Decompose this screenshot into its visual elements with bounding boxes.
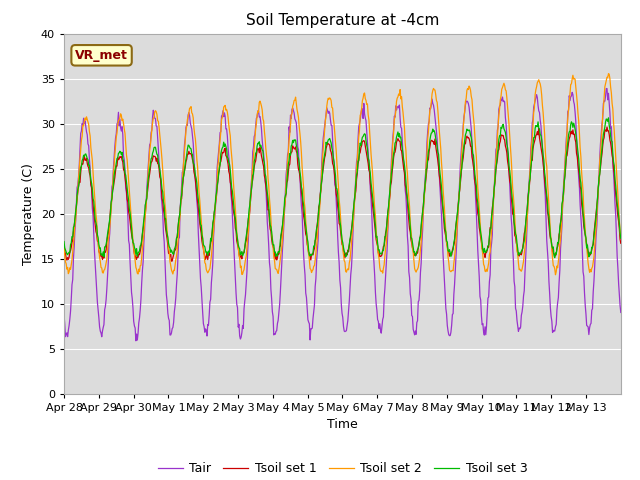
Line: Tsoil set 3: Tsoil set 3 (64, 118, 621, 258)
Tsoil set 1 (617, 240, 625, 246)
Tsoil set 2 (400, 117, 408, 123)
Tair (277, 275, 285, 280)
Tsoil set 2 (255, 99, 263, 105)
X-axis label: Time: Time (327, 418, 358, 431)
Tsoil set 1 (277, 233, 285, 239)
Tsoil set 1 (125, 212, 133, 218)
Line: Tair: Tair (64, 88, 621, 341)
Legend: Tair, Tsoil set 1, Tsoil set 2, Tsoil set 3: Tair, Tsoil set 1, Tsoil set 2, Tsoil se… (152, 457, 532, 480)
Tsoil set 1 (401, 170, 408, 176)
Line: Tsoil set 1: Tsoil set 1 (64, 127, 621, 261)
Text: VR_met: VR_met (75, 49, 128, 62)
Tsoil set 3 (551, 255, 559, 261)
Tsoil set 3 (125, 206, 133, 212)
Tsoil set 1 (603, 124, 611, 130)
Tair (602, 85, 610, 91)
Tair (256, 114, 264, 120)
Tsoil set 1 (256, 144, 264, 150)
Tsoil set 2 (617, 235, 625, 240)
Tsoil set 3 (605, 115, 612, 121)
Tsoil set 2 (605, 71, 612, 76)
Tsoil set 2 (228, 153, 236, 159)
Line: Tsoil set 2: Tsoil set 2 (64, 73, 621, 275)
Tsoil set 3 (276, 238, 284, 243)
Tair (125, 241, 133, 247)
Tsoil set 1 (432, 143, 440, 149)
Tair (228, 214, 236, 219)
Tsoil set 2 (276, 256, 284, 262)
Tsoil set 3 (255, 139, 263, 144)
Tsoil set 2 (125, 187, 133, 193)
Tsoil set 2 (552, 272, 559, 277)
Y-axis label: Temperature (C): Temperature (C) (22, 163, 35, 264)
Tair (401, 169, 408, 175)
Tair (60, 312, 68, 317)
Tsoil set 3 (60, 239, 68, 244)
Tsoil set 1 (228, 199, 236, 204)
Tsoil set 2 (431, 87, 439, 93)
Tsoil set 1 (60, 242, 68, 248)
Tsoil set 2 (60, 245, 68, 251)
Tair (617, 310, 625, 315)
Tsoil set 3 (228, 185, 236, 191)
Tsoil set 3 (431, 131, 439, 136)
Tsoil set 3 (617, 236, 625, 241)
Tair (132, 338, 140, 344)
Tair (432, 121, 440, 127)
Tsoil set 1 (168, 258, 175, 264)
Title: Soil Temperature at -4cm: Soil Temperature at -4cm (246, 13, 439, 28)
Tsoil set 3 (400, 157, 408, 163)
